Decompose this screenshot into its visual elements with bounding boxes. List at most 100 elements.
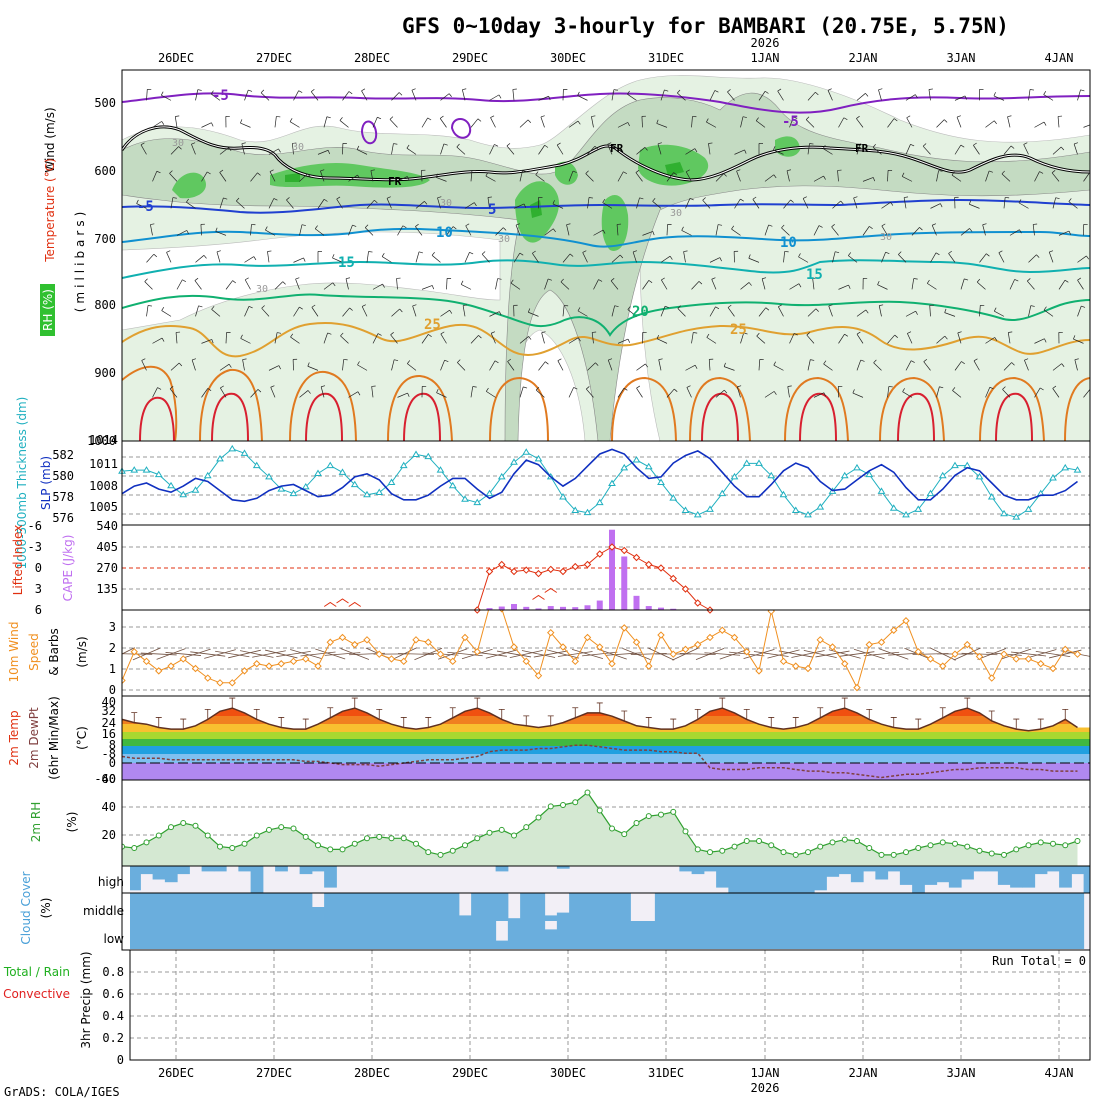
wind-barb [1024, 360, 1029, 371]
y-label-wind10-units: (m/s) [75, 636, 89, 667]
temp-minmax-tick [596, 702, 603, 713]
temp-minmax-tick [180, 718, 187, 730]
wind-barb-flag [382, 283, 385, 288]
wind-barb [607, 359, 613, 371]
wind-barb [421, 117, 428, 128]
wind-barb-flag [356, 145, 360, 150]
wind-barb-flag [1043, 90, 1047, 95]
wind10-point [571, 657, 579, 666]
wind-barb [265, 229, 276, 236]
wind-barb [1002, 389, 1011, 398]
wind-barb-flag [439, 115, 444, 119]
rh2m-point [413, 840, 419, 847]
cloud-cell-middle [1071, 893, 1085, 921]
wind-barb [641, 116, 643, 128]
cloud-cell-middle [765, 893, 778, 921]
wind-barb-flag [1043, 121, 1047, 126]
wind-barb-flag [527, 119, 532, 124]
wind-barb [513, 252, 521, 263]
wind-barb [407, 363, 417, 371]
wind-barb [635, 172, 643, 182]
wind-barb [952, 390, 962, 398]
thickness-point [350, 480, 359, 488]
wind-barb-flag [736, 169, 741, 172]
wind10-barb [863, 651, 900, 657]
rh2m-point [511, 832, 517, 839]
wind-barb [807, 308, 817, 317]
wind-barb-flag [627, 122, 630, 127]
cloud-cell-low [1010, 921, 1023, 949]
thickness-point [1012, 513, 1021, 520]
wind-barb-flag [773, 174, 777, 179]
wind-barb [274, 281, 284, 290]
wind-barb [856, 359, 862, 371]
y-tick: 3 [109, 620, 116, 634]
wind-barb [872, 147, 882, 155]
cloud-cell-middle [912, 893, 925, 921]
cloud-cell-high [238, 866, 252, 872]
wind-barb-flag [320, 169, 325, 172]
wind-barb-flag [166, 250, 171, 253]
credit: GrADS: COLA/IGES [4, 1085, 120, 1099]
wind-barb-flag [332, 282, 336, 287]
y-tick: 0.8 [102, 965, 124, 979]
cloud-cell-middle [850, 893, 864, 921]
cloud-cell-low [716, 921, 729, 949]
cloud-cell-high [777, 866, 791, 893]
rh2m-point [474, 835, 481, 842]
wind-barb-flag [431, 252, 435, 256]
y-tick: 32 [102, 704, 116, 718]
cloud-cell-low [826, 921, 840, 949]
wind-barb-flag [577, 307, 581, 312]
wind-barb [617, 387, 625, 398]
thickness-point [167, 481, 175, 489]
wind-barb [1018, 202, 1029, 209]
wind-barb [642, 231, 653, 236]
rh2m-point [122, 843, 125, 850]
cloud-cell-low [299, 921, 313, 949]
li-point [498, 560, 506, 569]
cloud-cell-middle [397, 893, 411, 921]
wind-barb-flag [150, 223, 155, 225]
cloud-cell-low [483, 921, 497, 949]
wind-barb-flag [241, 142, 246, 145]
cloud-cell-high [177, 866, 190, 875]
wind-barb-flag [859, 143, 864, 146]
cloud-cell-middle [875, 893, 889, 921]
wind-barb [976, 281, 986, 290]
wind-barb [210, 93, 221, 101]
wind-barb-flag [345, 277, 351, 279]
wind-barb [289, 121, 300, 128]
wind-barb-flag [969, 228, 973, 232]
rh-label: 30 [292, 142, 304, 153]
cloud-cell-middle [201, 893, 215, 921]
wind10-point [424, 638, 432, 646]
wind-barb [299, 390, 309, 398]
wind-barb [587, 197, 590, 209]
wind-barb [361, 306, 368, 317]
wind-barb [715, 389, 725, 398]
wind-barb-flag [407, 392, 410, 397]
temp-minmax-tick [1013, 718, 1020, 730]
wind-barb-flag [718, 224, 723, 226]
wind-barb-flag [926, 279, 930, 284]
temp-minmax-tick [964, 697, 971, 709]
wind10-barb [1035, 650, 1071, 658]
cloud-cell-high [1034, 866, 1048, 875]
wind-barb [734, 149, 745, 155]
cloud-cell-high [1083, 866, 1090, 893]
wind-barb-flag [490, 115, 495, 118]
wind10-barb [324, 652, 361, 656]
wind-barb-flag [327, 150, 331, 155]
wind-barb [677, 308, 686, 317]
wind-barb-flag [161, 337, 165, 342]
cloud-cell-high [324, 866, 337, 888]
contour-label: -5 [782, 114, 799, 130]
rh2m-point [486, 829, 493, 836]
wind-barb [927, 283, 937, 290]
y-label-wind10: 10m Wind [7, 622, 21, 683]
rh2m-point [400, 835, 407, 842]
y-tick-label: 500 [94, 96, 116, 110]
wind-barb [293, 257, 304, 263]
top-date-label: 27DEC [256, 51, 292, 65]
